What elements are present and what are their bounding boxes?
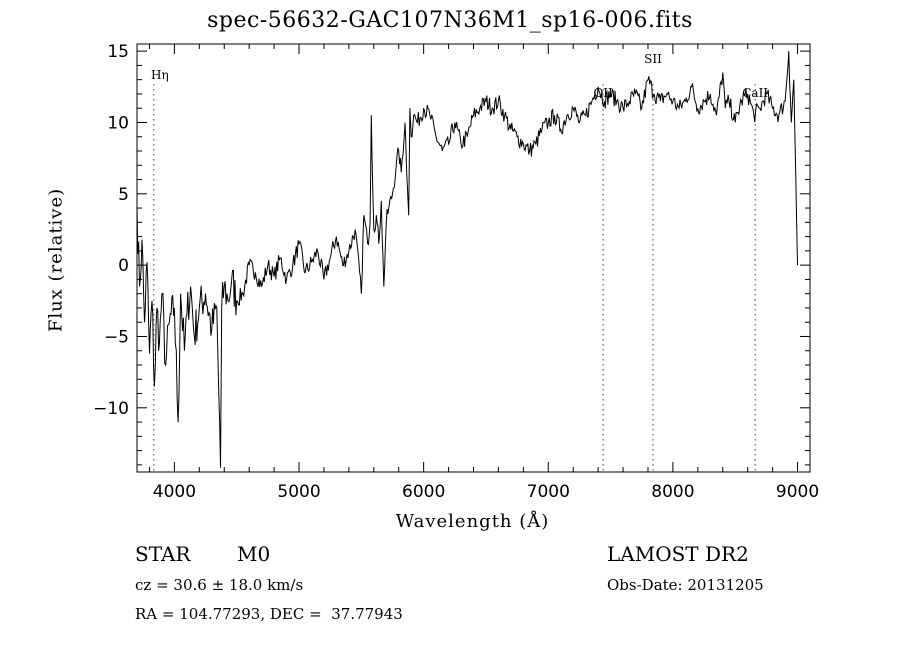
radec-label: RA = 104.77293, DEC = 37.77943 <box>135 605 403 623</box>
subclass-label: M0 <box>237 542 271 566</box>
y-tick-label: 15 <box>107 42 129 62</box>
y-tick-label: −5 <box>104 327 129 347</box>
x-tick-label: 9000 <box>776 482 819 502</box>
series-layer <box>136 51 798 468</box>
y-tick-label: 0 <box>118 256 129 276</box>
y-tick-label: 5 <box>118 185 129 205</box>
plot-border <box>136 43 811 473</box>
x-tick-label: 5000 <box>277 482 320 502</box>
y-axis: −10 −5 0 5 10 15 <box>93 42 810 466</box>
x-axis: 4000 5000 6000 7000 8000 9000 <box>148 44 819 502</box>
x-axis-label: Wavelength (Å) <box>395 511 550 532</box>
y-tick-label: 10 <box>107 113 129 133</box>
y-axis-label: Flux (relative) <box>45 187 67 333</box>
x-tick-label: 4000 <box>153 482 196 502</box>
class-label: STAR <box>135 542 191 566</box>
y-tick-label: −10 <box>93 399 129 419</box>
obsdate-label: Obs-Date: 20131205 <box>607 576 764 594</box>
cz-label: cz = 30.6 ± 18.0 km/s <box>135 576 304 594</box>
marker-label: Hη <box>151 68 169 82</box>
survey-label: LAMOST DR2 <box>607 542 749 566</box>
marker-label: SII <box>644 52 662 66</box>
chart-title: spec-56632-GAC107N36M1_sp16-006.fits <box>207 8 693 33</box>
plot-frame <box>136 43 811 473</box>
x-tick-label: 7000 <box>527 482 570 502</box>
x-tick-label: 8000 <box>651 482 694 502</box>
x-tick-label: 6000 <box>402 482 445 502</box>
marker-label: CaII <box>742 86 768 100</box>
spectrum-line <box>136 51 798 468</box>
